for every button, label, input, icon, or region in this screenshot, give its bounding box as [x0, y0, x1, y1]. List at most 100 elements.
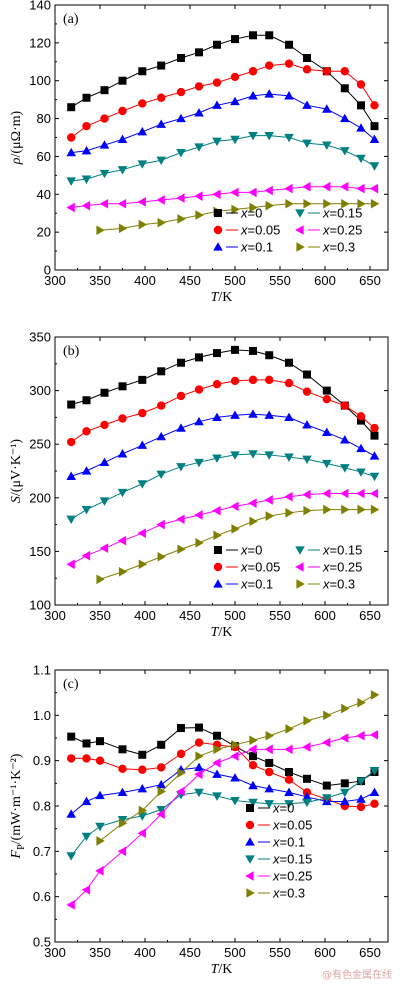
data-point — [265, 61, 274, 70]
y-tick-label: 80 — [37, 111, 51, 126]
legend: x=0 x=0.05 x=0.1 x=0.15 x=0.25 x=0.3 — [245, 801, 312, 901]
data-point — [138, 375, 147, 384]
legend-item: x=0.05 — [245, 818, 312, 833]
x-tick-label: 300 — [44, 273, 66, 288]
data-point — [231, 740, 240, 750]
x-tick-label: 350 — [89, 945, 111, 960]
data-point — [264, 132, 274, 141]
data-point — [248, 780, 258, 790]
data-point — [323, 504, 332, 515]
series-x-0-15 — [66, 450, 380, 525]
y-axis-label: S/(μV·K⁻¹) — [9, 439, 24, 504]
data-point — [369, 730, 379, 740]
data-point — [302, 65, 312, 74]
data-point — [66, 900, 75, 910]
data-point — [81, 145, 92, 155]
legend-label: x=0 — [240, 206, 262, 221]
x-tick-label: 650 — [359, 273, 381, 288]
x-tick-label: 500 — [224, 945, 246, 960]
legend-label: x=0.25 — [272, 869, 312, 884]
data-point — [356, 488, 365, 499]
data-point — [284, 491, 293, 502]
data-point — [82, 739, 91, 748]
legend-marker — [246, 888, 255, 898]
x-tick-label: 500 — [224, 273, 246, 288]
data-point — [117, 166, 128, 175]
data-point — [265, 351, 274, 360]
data-point — [156, 519, 165, 530]
data-point — [265, 511, 274, 521]
legend-item: x=0.25 — [295, 560, 362, 575]
data-point — [117, 816, 128, 825]
data-point — [137, 440, 148, 449]
data-point — [156, 779, 166, 789]
data-point — [303, 505, 312, 516]
data-point — [357, 504, 366, 515]
legend-item: x=0.15 — [295, 543, 362, 558]
y-tick-label: 40 — [37, 187, 51, 202]
data-point — [212, 379, 222, 389]
x-tick-label: 450 — [179, 273, 201, 288]
data-point — [67, 437, 76, 447]
legend-label: x=0.15 — [322, 206, 362, 221]
data-point — [157, 367, 166, 376]
data-point — [369, 488, 379, 499]
data-point — [176, 423, 186, 432]
data-point — [156, 156, 166, 166]
data-point — [118, 818, 128, 829]
legend-item: x=0.25 — [295, 223, 362, 238]
data-point — [157, 551, 166, 562]
data-point — [177, 544, 186, 555]
legend-item: x=0.15 — [245, 852, 312, 867]
data-point — [284, 787, 294, 796]
data-point — [265, 758, 274, 767]
series-x-0-15 — [66, 767, 380, 861]
series-x-0-1 — [66, 89, 380, 157]
data-point — [66, 559, 75, 570]
data-point — [369, 162, 380, 171]
y-tick-label: 140 — [29, 0, 51, 13]
y-tick-label: 0.6 — [33, 889, 51, 904]
legend-label: x=0.3 — [272, 886, 305, 901]
legend-marker — [246, 804, 254, 812]
data-point — [340, 84, 349, 93]
data-point — [194, 143, 204, 152]
data-point — [340, 733, 349, 743]
y-tick-label: 200 — [29, 490, 51, 505]
data-point — [356, 468, 366, 477]
data-point — [370, 198, 380, 209]
data-point — [177, 54, 185, 62]
data-point — [264, 89, 274, 98]
data-point — [230, 376, 240, 386]
data-point — [138, 765, 147, 774]
data-point — [100, 114, 109, 123]
data-point — [137, 828, 146, 838]
data-point — [177, 724, 185, 733]
data-point — [356, 412, 366, 421]
data-point — [212, 454, 222, 463]
data-point — [176, 514, 185, 525]
data-point — [230, 751, 239, 761]
data-point — [248, 409, 258, 418]
legend-marker — [296, 579, 305, 589]
data-point — [195, 210, 204, 220]
data-point — [117, 488, 128, 498]
legend-marker — [245, 855, 255, 864]
data-point — [195, 751, 204, 761]
legend-marker — [214, 546, 222, 554]
series-x-0-25 — [66, 181, 379, 213]
data-point — [157, 217, 166, 228]
data-point — [138, 408, 147, 418]
data-point — [340, 488, 349, 499]
data-point — [67, 754, 76, 763]
legend-label: x=0.3 — [322, 577, 355, 592]
legend-label: x=0.05 — [240, 560, 280, 575]
data-point — [249, 735, 258, 746]
data-point — [302, 420, 312, 429]
data-point — [66, 177, 76, 186]
x-tick-label: 600 — [314, 608, 336, 623]
series-x-0-25 — [66, 488, 379, 570]
series-x-0-3 — [96, 690, 380, 846]
data-point — [81, 885, 91, 895]
data-point — [138, 805, 148, 816]
